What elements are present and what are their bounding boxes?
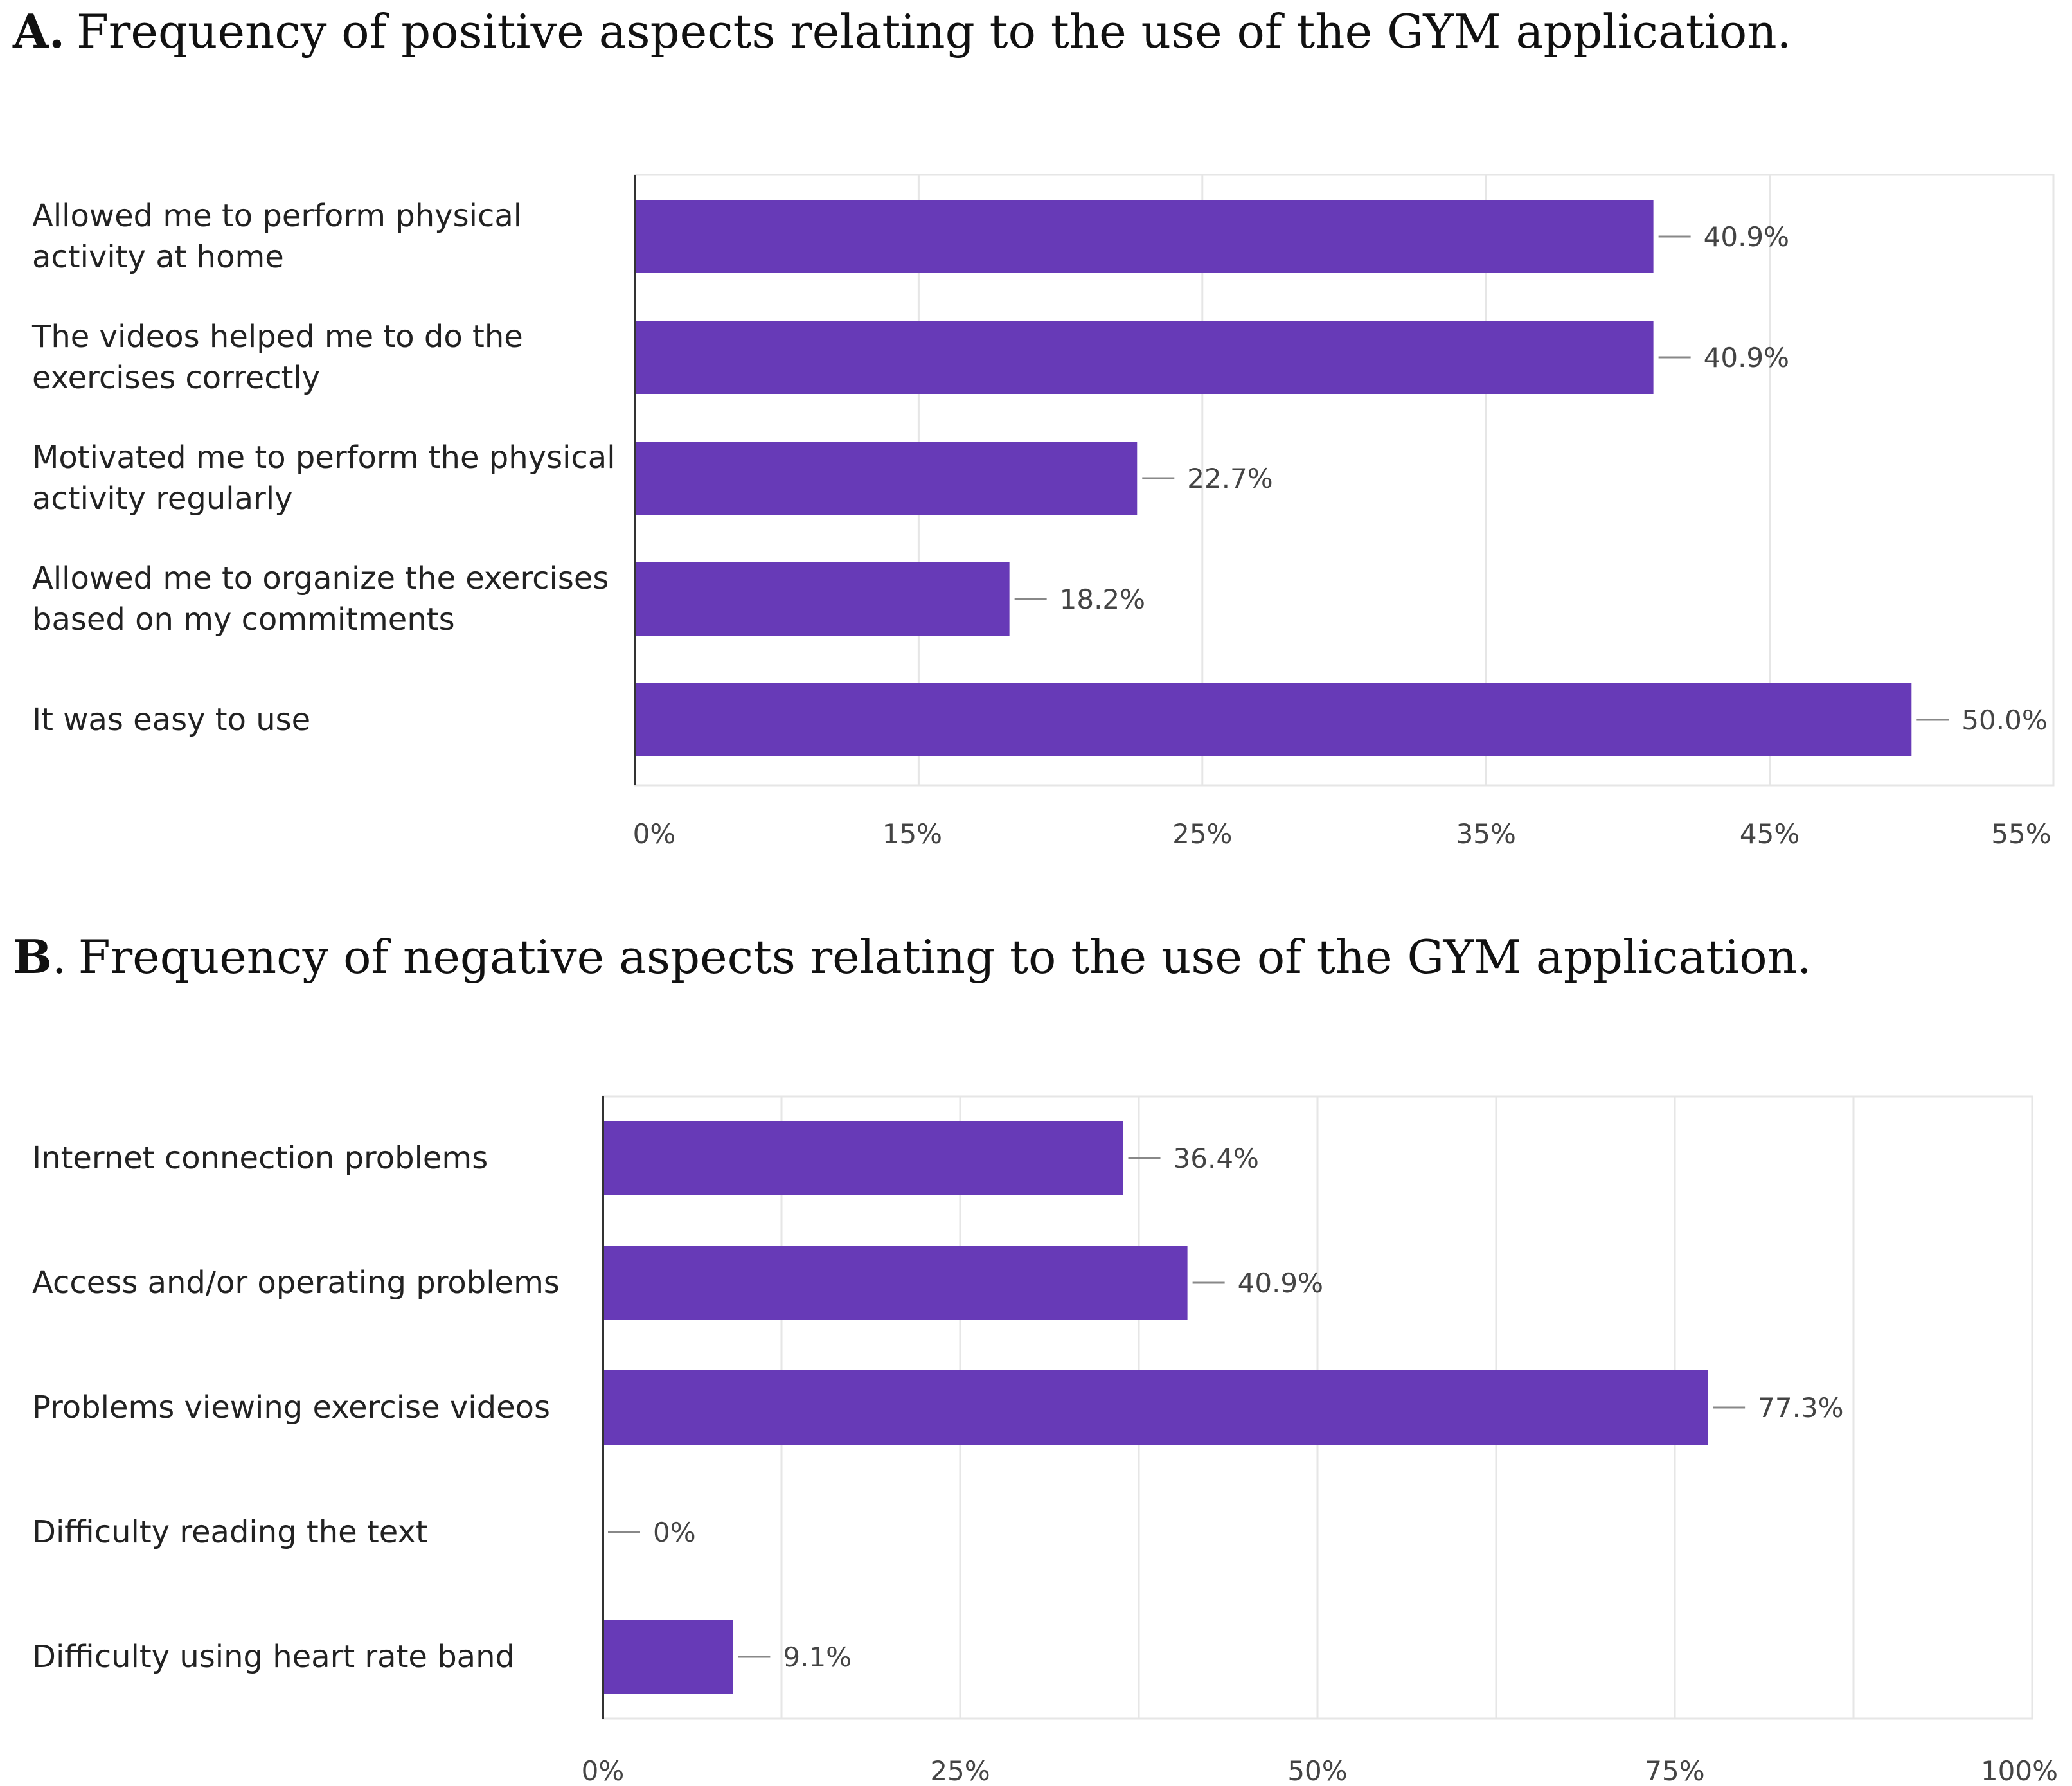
panel-b-letter-punct: .	[52, 930, 67, 984]
chart-a-data-label: 40.9%	[1704, 342, 1789, 373]
chart-a-data-label: 18.2%	[1060, 584, 1145, 615]
chart-a-data-label: 50.0%	[1961, 704, 2047, 736]
chart-a-xtick-label: 55%	[1991, 818, 2051, 850]
chart-a-category-label: exercises correctly	[32, 360, 320, 396]
chart-b-data-label: 36.4%	[1174, 1143, 1259, 1174]
chart-a-category-label: Motivated me to perform the physical	[32, 440, 616, 476]
chart-a-bar	[635, 683, 1912, 756]
chart-a-category-label: Allowed me to perform physical	[32, 198, 522, 234]
chart-a-xtick-label: 0%	[633, 818, 676, 850]
chart-a: 0% 15% 25% 35% 45% 55% 40.9% Allowed me to perf…	[31, 174, 2055, 850]
panel-b-letter: B	[13, 929, 52, 984]
chart-a-xtick-label: 15%	[882, 818, 942, 850]
chart-a-category-label: based on my commitments	[32, 602, 455, 638]
chart-a-xtick-label: 25%	[1172, 818, 1232, 850]
chart-a-bar	[635, 442, 1138, 515]
chart-a-category-label: activity at home	[32, 239, 284, 275]
panel-a-title-text: Frequency of positive aspects relating t…	[76, 4, 1792, 58]
chart-b-xtick-label: 50%	[1287, 1755, 1347, 1786]
panel-b-title: B. Frequency of negative aspects relating…	[13, 929, 1812, 984]
chart-b-category-label: Difficulty reading the text	[32, 1514, 428, 1550]
panel-b: B. Frequency of negative aspects relating…	[13, 929, 2058, 1786]
chart-b: 0% 25% 50% 75% 100% 36.4% Internet connection …	[32, 1095, 2058, 1786]
chart-a-data-label: 40.9%	[1704, 221, 1789, 253]
chart-b-category-label: Internet connection problems	[32, 1140, 488, 1176]
chart-b-data-label: 40.9%	[1238, 1267, 1323, 1299]
chart-b-data-label: 77.3%	[1758, 1392, 1843, 1424]
chart-b-category-label: Difficulty using heart rate band	[32, 1639, 515, 1675]
chart-a-bar	[635, 200, 1654, 273]
chart-b-bar	[603, 1121, 1123, 1195]
chart-a-category-label: The videos helped me to do the	[31, 319, 523, 355]
chart-a-xtick-label: 45%	[1740, 818, 1800, 850]
chart-a-bar	[635, 562, 1010, 636]
chart-b-bar	[603, 1620, 733, 1694]
panel-a-letter: A	[12, 4, 49, 58]
chart-b-category-label: Problems viewing exercise videos	[32, 1389, 550, 1425]
chart-b-xtick-label: 100%	[1981, 1755, 2058, 1786]
chart-b-bar	[603, 1370, 1708, 1445]
panel-a-title: A. Frequency of positive aspects relating…	[12, 4, 1792, 58]
chart-a-category-label: Allowed me to organize the exercises	[32, 560, 609, 596]
chart-a-category-label: It was easy to use	[32, 702, 310, 738]
chart-b-category-label: Access and/or operating problems	[32, 1265, 560, 1301]
chart-a-category-label: activity regularly	[32, 481, 293, 517]
chart-a-xtick-label: 35%	[1456, 818, 1516, 850]
chart-b-data-label: 0%	[653, 1517, 696, 1548]
chart-a-bar	[635, 321, 1654, 394]
chart-b-xtick-label: 0%	[582, 1755, 625, 1786]
chart-b-xtick-label: 75%	[1645, 1755, 1704, 1786]
chart-b-xtick-label: 25%	[930, 1755, 990, 1786]
chart-b-data-label: 9.1%	[783, 1641, 852, 1673]
chart-b-bar	[603, 1246, 1188, 1320]
chart-a-data-label: 22.7%	[1187, 463, 1273, 494]
panel-a-letter-punct: .	[49, 4, 65, 58]
panel-b-title-text: Frequency of negative aspects relating t…	[78, 930, 1812, 984]
panel-a: A. Frequency of positive aspects relating…	[12, 4, 2055, 850]
